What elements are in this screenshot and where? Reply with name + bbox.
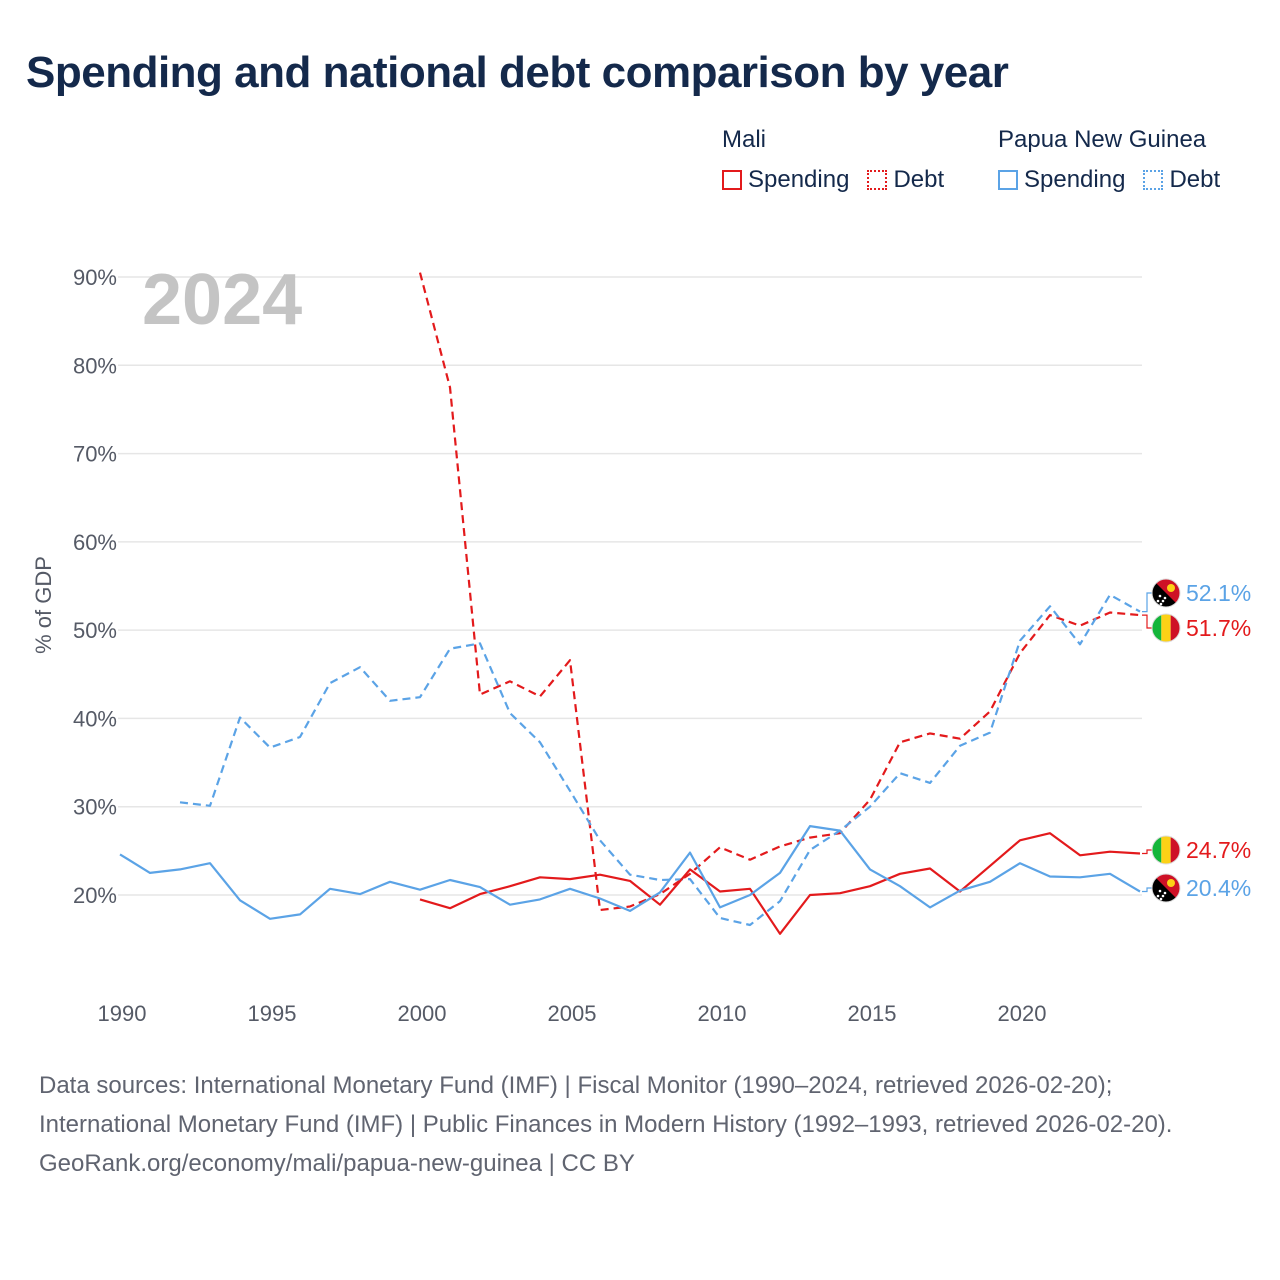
flag-stripe bbox=[1170, 836, 1180, 864]
series-line-mali-debt bbox=[418, 272, 1141, 912]
legend-swatch-solid bbox=[998, 170, 1018, 190]
x-tick-label: 1995 bbox=[248, 1001, 297, 1026]
flag-stripe bbox=[1161, 614, 1171, 642]
y-tick-label: 90% bbox=[73, 265, 117, 290]
flag-border bbox=[1151, 613, 1181, 643]
x-tick-label: 2020 bbox=[998, 1001, 1047, 1026]
flag-star bbox=[1156, 894, 1160, 898]
end-label-connector bbox=[1142, 592, 1152, 613]
legend-item-mali-spending[interactable]: Spending bbox=[722, 166, 849, 194]
flag-star bbox=[1159, 602, 1163, 606]
y-tick-label: 30% bbox=[73, 795, 117, 820]
y-tick-label: 50% bbox=[73, 618, 117, 643]
x-tick-label: 1990 bbox=[98, 1001, 147, 1026]
end-label-connector bbox=[1142, 849, 1152, 855]
end-label-value: 20.4% bbox=[1186, 875, 1251, 901]
flag-border bbox=[1151, 578, 1181, 608]
x-tick-label: 2010 bbox=[698, 1001, 747, 1026]
legend-item-png-debt[interactable]: Debt bbox=[1143, 166, 1220, 194]
end-label-connector bbox=[1142, 887, 1152, 893]
flag-star bbox=[1159, 897, 1163, 901]
end-label-group: 52.1% bbox=[1142, 578, 1251, 613]
flag-bird bbox=[1167, 584, 1175, 592]
series-line-papua-new-guinea-debt bbox=[179, 593, 1141, 927]
end-label-group: 24.7% bbox=[1142, 835, 1251, 865]
y-tick-label: 40% bbox=[73, 706, 117, 731]
png-flag-icon bbox=[1152, 874, 1180, 902]
y-tick-label: 80% bbox=[73, 353, 117, 378]
flag-stripe bbox=[1161, 836, 1171, 864]
flag-border bbox=[1151, 835, 1181, 865]
legend-country-mali: Mali bbox=[722, 126, 767, 153]
y-tick-label: 20% bbox=[73, 883, 117, 908]
legend-country-png: Papua New Guinea bbox=[998, 126, 1207, 153]
x-tick-label: 2000 bbox=[398, 1001, 447, 1026]
legend-group-mali: Mali Spending Debt bbox=[722, 124, 962, 194]
series-line-mali-spending bbox=[419, 832, 1141, 935]
legend-item-mali-debt[interactable]: Debt bbox=[867, 166, 944, 194]
flag-star bbox=[1158, 594, 1162, 598]
flag-star bbox=[1156, 599, 1160, 603]
legend-swatch-dotted bbox=[1143, 170, 1164, 190]
flag-star bbox=[1161, 599, 1165, 603]
series-line-papua-new-guinea-spending bbox=[119, 824, 1141, 920]
mali-flag-icon bbox=[1152, 614, 1180, 642]
flag-stripe bbox=[1170, 614, 1180, 642]
flag-stripe bbox=[1152, 614, 1162, 642]
end-label-value: 24.7% bbox=[1186, 837, 1251, 863]
sources-text: Data sources: International Monetary Fun… bbox=[39, 1072, 1173, 1138]
legend-label: Debt bbox=[893, 166, 945, 193]
end-label-connector bbox=[1142, 614, 1152, 629]
mali-flag-icon bbox=[1152, 836, 1180, 864]
x-tick-label: 2015 bbox=[848, 1001, 897, 1026]
legend-label: Spending bbox=[748, 166, 850, 193]
flag-stripe bbox=[1152, 836, 1162, 864]
year-watermark: 2024 bbox=[142, 260, 302, 340]
end-label-group: 51.7% bbox=[1142, 613, 1251, 643]
legend-label: Spending bbox=[1024, 166, 1126, 193]
end-label-group: 20.4% bbox=[1142, 873, 1251, 903]
flag-bird bbox=[1167, 879, 1175, 887]
flag-star bbox=[1161, 894, 1165, 898]
y-tick-label: 60% bbox=[73, 530, 117, 555]
chart-title: Spending and national debt comparison by… bbox=[26, 48, 1009, 97]
legend-label: Debt bbox=[1169, 166, 1221, 193]
legend-group-png: Papua New Guinea Spending Debt bbox=[998, 124, 1238, 194]
end-label-value: 51.7% bbox=[1186, 615, 1251, 641]
legend-swatch-dotted bbox=[867, 170, 888, 190]
flag-border bbox=[1151, 873, 1181, 903]
x-tick-label: 2005 bbox=[548, 1001, 597, 1026]
legend-swatch-solid bbox=[722, 170, 742, 190]
flag-star bbox=[1163, 596, 1167, 600]
source-link[interactable]: GeoRank.org/economy/mali/papua-new-guine… bbox=[39, 1150, 635, 1177]
sources-block: Data sources: International Monetary Fun… bbox=[39, 1066, 1239, 1183]
y-tick-label: 70% bbox=[73, 442, 117, 467]
end-label-value: 52.1% bbox=[1186, 580, 1251, 606]
y-axis-title: % of GDP bbox=[31, 556, 56, 654]
legend-item-png-spending[interactable]: Spending bbox=[998, 166, 1125, 194]
png-flag-icon bbox=[1152, 579, 1180, 607]
flag-star bbox=[1158, 889, 1162, 893]
flag-star bbox=[1163, 891, 1167, 895]
